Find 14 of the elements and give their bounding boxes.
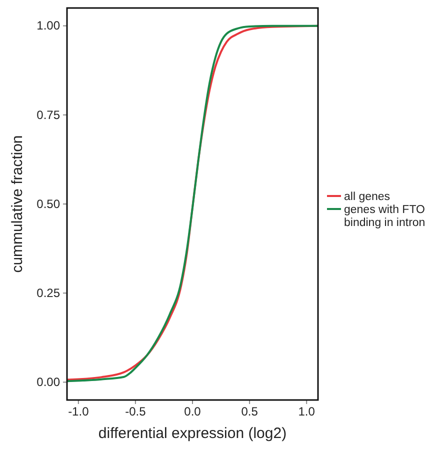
y-tick-label: 0.75 <box>36 108 60 122</box>
x-axis-title: differential expression (log2) <box>98 425 287 442</box>
legend-label: genes with FTO binding in intron <box>344 204 426 229</box>
x-tick-label: 0.5 <box>241 404 258 419</box>
y-tick-label: 0.00 <box>36 375 60 390</box>
x-tick-label: 1.0 <box>298 404 316 419</box>
y-tick-label: 0.25 <box>36 286 60 300</box>
x-tick-label: 0.0 <box>184 404 202 419</box>
y-axis-title: cummulative fraction <box>9 135 26 273</box>
y-tick-label: 1.00 <box>36 18 60 33</box>
x-tick-label: -0.5 <box>125 404 146 419</box>
legend-label: all genes <box>344 191 390 203</box>
y-tick-label: 0.50 <box>36 196 60 211</box>
x-tick-label: -1.0 <box>68 404 90 419</box>
